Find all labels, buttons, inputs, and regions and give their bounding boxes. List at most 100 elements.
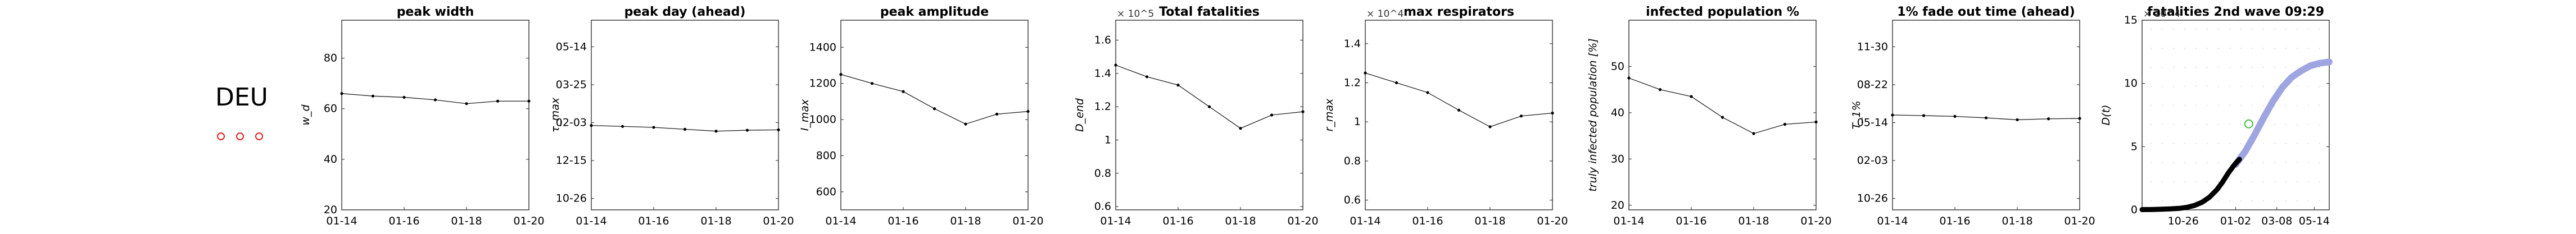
chart-title: peak day (ahead)	[624, 5, 746, 19]
grid-dot	[2218, 67, 2219, 68]
grid-dot	[2218, 86, 2219, 87]
grid-dot	[2162, 181, 2163, 182]
grid-dot	[2263, 162, 2264, 163]
grid-dot	[2274, 162, 2275, 163]
data-point	[1984, 116, 1988, 120]
grid-dot	[2229, 86, 2230, 87]
grid-dot	[2297, 67, 2298, 68]
x-tick-label: 01-18	[950, 215, 981, 227]
x-tick-label: 01-16	[388, 215, 419, 227]
grid-dot	[2218, 124, 2219, 125]
grid-dot	[2195, 67, 2197, 68]
grid-dot	[2195, 48, 2197, 49]
y-tick-label: 11-30	[1857, 40, 1888, 53]
grid-dot	[2218, 200, 2219, 201]
grid-dot	[2173, 200, 2174, 201]
data-point	[1551, 111, 1554, 115]
data-point	[402, 95, 406, 99]
chart-title: infected population %	[1646, 5, 1799, 19]
y-tick-label: 0	[2131, 204, 2138, 216]
grid-dot	[2297, 48, 2298, 49]
grid-dot	[2207, 67, 2208, 68]
grid-dot	[2285, 67, 2287, 68]
grid-dot	[2297, 124, 2298, 125]
grid-dot	[2263, 143, 2264, 144]
data-point	[652, 126, 655, 129]
grid-dot	[2173, 143, 2174, 144]
data-point	[902, 90, 905, 93]
plot-frame	[1892, 20, 2080, 210]
grid-dot	[2229, 67, 2230, 68]
grid-dot	[2173, 86, 2174, 87]
grid-dot	[2274, 200, 2275, 201]
data-point	[777, 128, 780, 131]
grid-dot	[2162, 105, 2163, 106]
x-tick-label: 01-14	[1350, 215, 1380, 227]
y-tick-label: 20	[1611, 199, 1624, 212]
data-point	[1239, 127, 1242, 130]
y-tick-label: 10	[2124, 77, 2138, 90]
grid-dot	[2151, 124, 2152, 125]
grid-dot	[2162, 200, 2163, 201]
data-point	[2078, 117, 2081, 120]
grid-dot	[2162, 162, 2163, 163]
chart-title: fatalities 2nd wave 09:29	[2147, 5, 2324, 19]
status-dot	[255, 132, 263, 140]
x-tick-label: 01-18	[451, 215, 482, 227]
data-point	[340, 92, 343, 95]
grid-dot	[2184, 48, 2185, 49]
grid-dot	[2252, 86, 2253, 87]
grid-dot	[2297, 86, 2298, 87]
chart-title: Total fatalities	[1159, 5, 1260, 19]
grid-dot	[2308, 181, 2309, 182]
data-point	[839, 72, 843, 76]
x-tick-label: 01-14	[1877, 215, 1908, 227]
grid-dot	[2319, 48, 2320, 49]
grid-dot	[2173, 48, 2174, 49]
y-axis-label: D_end	[1074, 98, 1086, 132]
grid-dot	[2274, 143, 2275, 144]
x-tick-label: 01-18	[700, 215, 731, 227]
grid-dot	[2229, 200, 2230, 201]
grid-dot	[2274, 29, 2275, 30]
grid-dot	[2184, 86, 2185, 87]
y-tick-label: 40	[324, 153, 337, 166]
grid-dot	[2319, 124, 2320, 125]
grid-dot	[2240, 29, 2242, 30]
x-tick-label: 01-20	[1287, 215, 1318, 227]
y-tick-label: 1000	[809, 113, 836, 126]
grid-dot	[2162, 48, 2163, 49]
data-point	[1891, 113, 1894, 117]
grid-dot	[2308, 143, 2309, 144]
grid-dot	[2173, 124, 2174, 125]
x-tick-label: 01-16	[1412, 215, 1443, 227]
grid-dot	[2240, 48, 2242, 49]
grid-dot	[2151, 67, 2152, 68]
data-point	[2016, 118, 2019, 122]
y-tick-label: 02-03	[1857, 154, 1888, 167]
grid-dot	[2184, 181, 2185, 182]
grid-dot	[2319, 200, 2320, 201]
grid-dot	[2252, 29, 2253, 30]
data-point	[1176, 84, 1180, 87]
grid-dot	[2151, 48, 2152, 49]
grid-dot	[2297, 181, 2298, 182]
x-tick-label: 01-16	[1162, 215, 1193, 227]
grid-dot	[2229, 105, 2230, 106]
plot-frame	[591, 20, 779, 210]
grid-dot	[2173, 181, 2174, 182]
data-point	[1814, 120, 1818, 123]
grid-dot	[2308, 48, 2309, 49]
y-tick-label: 12-15	[556, 154, 587, 167]
chart-title: peak width	[397, 5, 474, 19]
model-curve	[2232, 58, 2333, 168]
y-tick-label: 1.6	[1094, 34, 1111, 47]
grid-dot	[2162, 124, 2163, 125]
grid-dot	[2263, 67, 2264, 68]
data-point	[1426, 91, 1429, 94]
y-tick-label: 08-22	[1857, 79, 1888, 91]
y-tick-label: 1200	[809, 77, 836, 90]
grid-dot	[2195, 86, 2197, 87]
y-tick-label: 20	[324, 204, 337, 216]
